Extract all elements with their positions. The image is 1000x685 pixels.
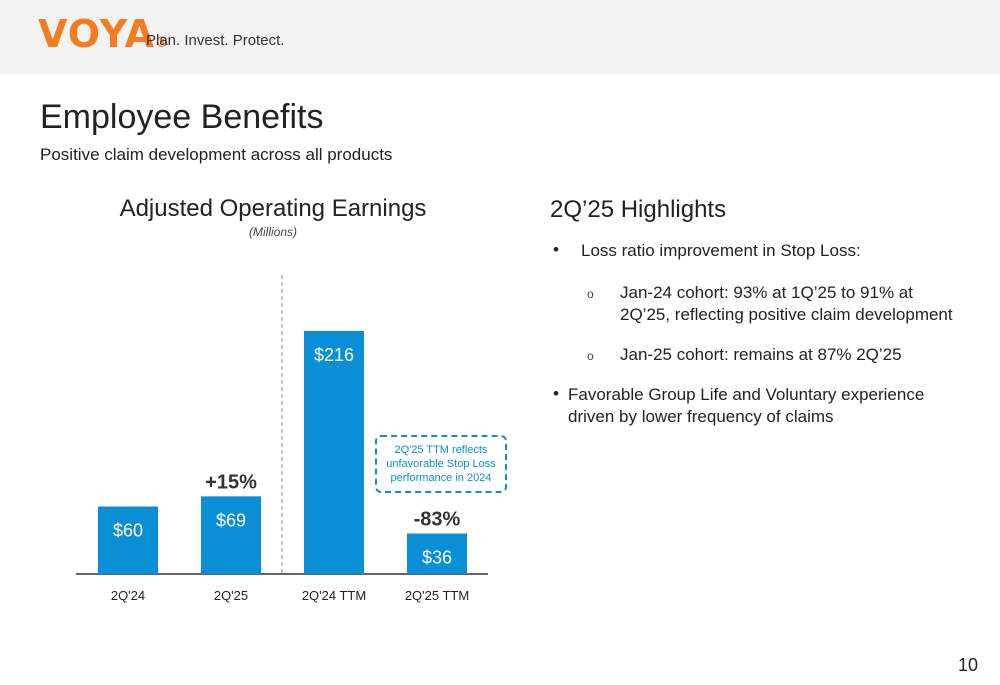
tagline: Plan. Invest. Protect. (146, 32, 285, 49)
x-tick-label: 2Q'25 (214, 588, 248, 603)
logo-text: VOYA (38, 12, 155, 56)
chart-title: Adjusted Operating Earnings (119, 195, 427, 222)
bullet-icon: • (553, 240, 559, 259)
bullet-icon: • (553, 384, 559, 403)
bar (201, 496, 261, 574)
bar-value-label: $69 (216, 510, 246, 530)
change-label: +15% (205, 471, 257, 493)
header-bar: VOYA® Plan. Invest. Protect. (0, 0, 1000, 74)
highlight-subitem: Jan-24 cohort: 93% at 1Q’25 to 91% at 2Q… (620, 283, 953, 324)
chart-subtitle: (Millions) (249, 225, 297, 239)
page-number: 10 (957, 655, 978, 675)
page-title: Employee Benefits (40, 98, 324, 136)
highlight-item: Favorable Group Life and Voluntary exper… (568, 385, 925, 426)
annotation-box: 2Q'25 TTM reflects unfavorable Stop Loss… (375, 435, 507, 493)
highlight-subitem: Jan-25 cohort: remains at 87% 2Q’25 (620, 345, 902, 364)
bar (407, 533, 467, 574)
bar-value-label: $36 (422, 548, 452, 568)
bar (304, 331, 364, 574)
highlight-item: Loss ratio improvement in Stop Loss: (581, 241, 861, 260)
logo-mark: ® (154, 35, 170, 51)
bar-value-label: $60 (113, 521, 143, 541)
x-tick-label: 2Q'24 TTM (302, 588, 366, 603)
bar (98, 506, 158, 574)
sub-bullet-icon: o (587, 287, 594, 301)
page-subtitle: Positive claim development across all pr… (40, 145, 393, 164)
change-label: -83% (414, 509, 461, 531)
sub-bullet-icon: o (587, 349, 594, 363)
x-tick-label: 2Q'25 TTM (405, 588, 469, 603)
voya-logo[interactable]: VOYA® (38, 14, 170, 63)
highlights-title: 2Q’25 Highlights (550, 196, 727, 223)
bar-value-label: $216 (314, 345, 354, 365)
x-tick-label: 2Q'24 (111, 588, 145, 603)
